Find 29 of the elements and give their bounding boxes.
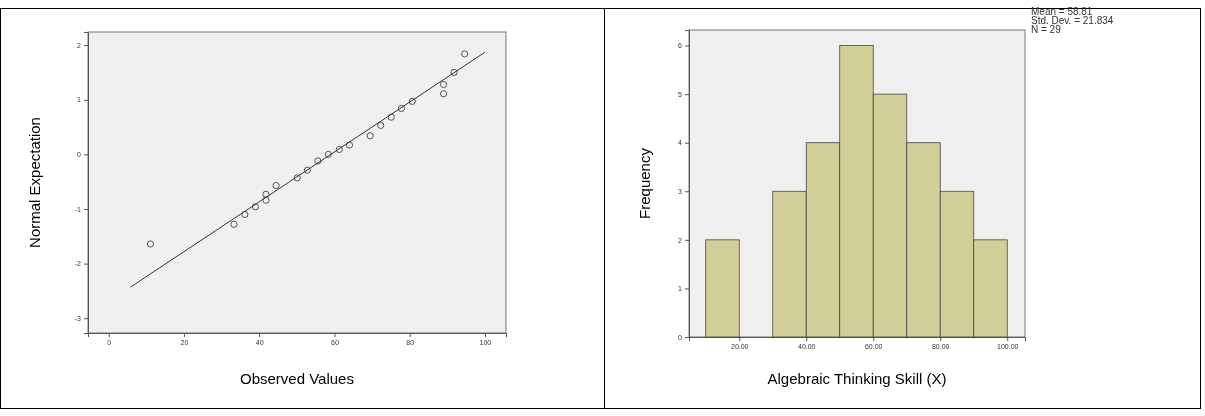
point	[146, 240, 155, 248]
text: Mean = 58.81	[1031, 6, 1093, 17]
point	[439, 80, 448, 89]
x-axis-title: Algebraic Thinking Skill (X)	[767, 370, 947, 387]
text: N = 29	[1031, 24, 1062, 35]
y-axis-title: Normal Expectation	[26, 117, 43, 248]
point	[230, 220, 238, 228]
point	[272, 181, 280, 190]
point	[345, 141, 354, 149]
y-axis-title: Frequency	[636, 147, 653, 219]
point	[408, 97, 416, 105]
point	[439, 90, 448, 98]
point	[262, 196, 270, 204]
point	[251, 203, 260, 211]
x-axis-title: Observed Values	[240, 370, 354, 387]
point	[366, 132, 374, 140]
point	[377, 121, 385, 129]
text: Std. Dev. = 21.834	[1031, 15, 1114, 26]
point	[324, 150, 333, 158]
point	[314, 157, 322, 165]
point	[335, 145, 343, 154]
point	[262, 190, 270, 198]
point	[450, 68, 458, 77]
point	[293, 174, 301, 182]
point	[461, 50, 469, 58]
point	[241, 210, 249, 219]
point	[303, 166, 311, 174]
point	[397, 104, 405, 113]
point	[387, 113, 395, 121]
